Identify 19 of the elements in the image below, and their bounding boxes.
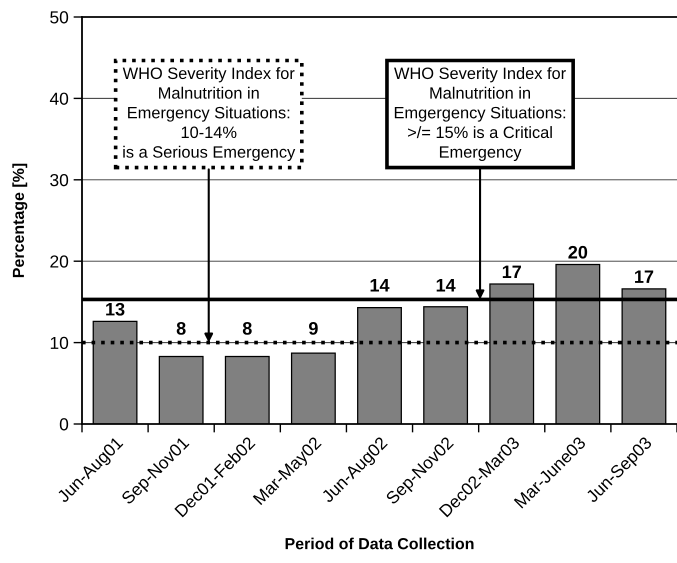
x-axis-title: Period of Data Collection (286, 538, 474, 550)
data-label: 8 (242, 322, 252, 335)
y-tick-label: 20 (50, 255, 68, 268)
ref-line-label: WHO Severity Index for Malnutrition in Emergency Situations: 10-14% is a Serious Emergency (122, 67, 296, 162)
y-axis-title: Percentage [%] (12, 164, 28, 278)
data-label: 9 (308, 322, 318, 335)
y-tick-label: 0 (60, 418, 68, 430)
data-label: 14 (436, 279, 456, 292)
data-label: 17 (502, 266, 521, 278)
data-label: 8 (176, 322, 186, 335)
y-tick-label: 10 (50, 336, 68, 350)
y-tick-label: 50 (50, 11, 68, 24)
ref-line-label: WHO Severity Index for Malnutrition in Emgergency Situations: >/= 15% is a Critical Emergency (394, 67, 566, 162)
data-label: 17 (635, 270, 654, 283)
data-label: 13 (106, 302, 124, 316)
data-label: 20 (568, 246, 588, 259)
y-tick-label: 40 (50, 92, 68, 105)
data-label: 14 (370, 279, 390, 292)
y-tick-label: 30 (50, 174, 68, 186)
